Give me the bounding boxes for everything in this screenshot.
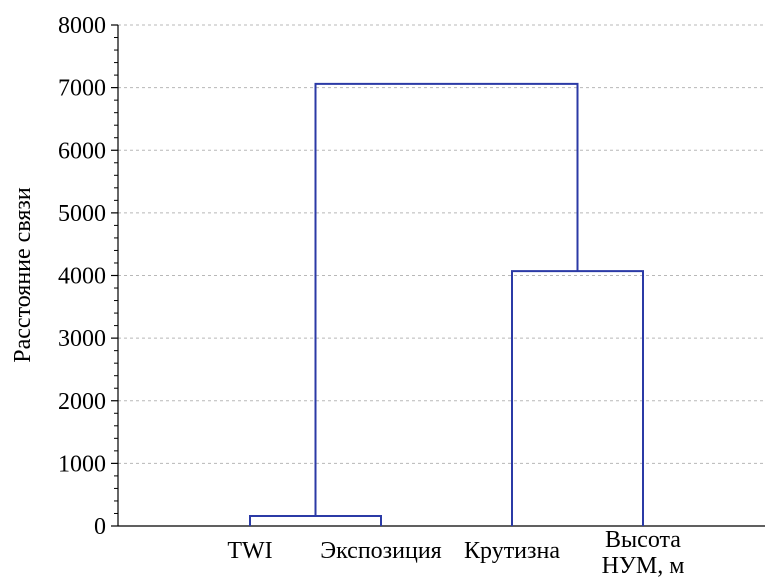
y-axis-title: Расстояние связи	[10, 187, 36, 363]
y-tick-label: 2000	[58, 389, 106, 415]
y-tick-label: 1000	[58, 451, 106, 477]
y-tick-label: 4000	[58, 264, 106, 290]
leaf-label: Экспозиция	[320, 538, 441, 564]
dendrogram-link	[249, 514, 382, 526]
dendrogram-link	[511, 270, 644, 526]
y-tick-label: 8000	[58, 13, 106, 39]
leaf-label: Высота НУМ, м	[602, 527, 685, 579]
y-ticks: 0 1000 2000 3000 4000 5000 6000 7000 8000	[58, 13, 118, 540]
y-tick-label: 7000	[58, 76, 106, 102]
leaf-label: TWI	[227, 538, 272, 564]
gridlines	[118, 24, 765, 464]
y-tick-label: 3000	[58, 326, 106, 352]
y-tick-label: 0	[94, 514, 106, 540]
leaf-label: Крутизна	[464, 538, 560, 564]
leaf-labels: TWI Экспозиция Крутизна Высота НУМ, м	[227, 527, 684, 579]
dendrogram-link	[314, 82, 579, 516]
y-tick-label: 6000	[58, 138, 106, 164]
y-tick-label: 5000	[58, 201, 106, 227]
dendrogram-links	[249, 82, 644, 526]
